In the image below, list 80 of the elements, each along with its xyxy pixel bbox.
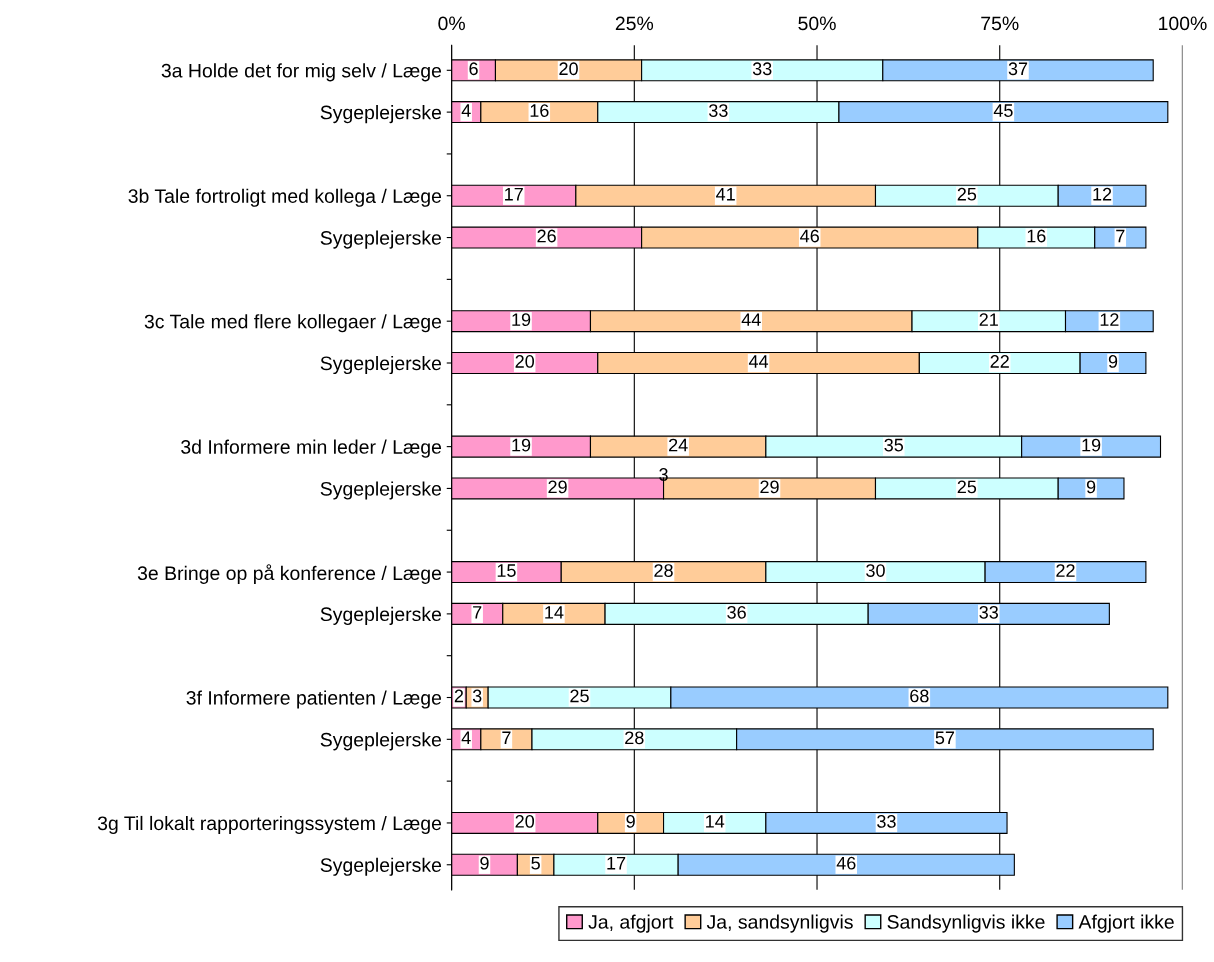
data-label: 45 (993, 104, 1013, 117)
data-label: 3 (472, 689, 482, 703)
data-label: 25 (570, 689, 589, 703)
data-label: 14 (706, 815, 725, 828)
data-label: 14 (545, 606, 564, 619)
data-label: 57 (935, 731, 955, 745)
data-label: 7 (502, 731, 511, 744)
data-label: 21 (979, 313, 998, 326)
data-label: 25 (957, 480, 977, 494)
x-tick-label: 50% (798, 16, 836, 31)
data-label: 33 (979, 605, 999, 619)
data-label: 9 (480, 856, 489, 870)
data-label: 17 (607, 857, 626, 870)
data-label: 28 (625, 731, 644, 745)
data-label: 29 (760, 480, 779, 494)
data-label: 24 (669, 438, 688, 452)
data-label: 36 (727, 605, 746, 619)
data-label: 28 (654, 564, 673, 577)
data-label: 19 (512, 313, 531, 327)
annotation: 3 (659, 468, 668, 481)
data-label: 16 (1027, 229, 1046, 243)
data-label: 4 (461, 104, 471, 117)
legend-label: Ja, afgjort (588, 914, 674, 933)
y-tick-label: Sygeplejerske (320, 857, 442, 876)
data-label: 37 (1008, 62, 1028, 76)
x-tick-label: 75% (981, 16, 1019, 31)
data-label: 68 (910, 689, 929, 703)
data-label: 2 (454, 689, 464, 703)
legend-label: Sandsynligvis ikke (887, 914, 1045, 933)
y-tick-label: 3a Holde det for mig selv / Læge (161, 63, 442, 82)
data-label: 9 (1108, 355, 1118, 368)
y-tick-label: Sygeplejerske (320, 105, 442, 124)
y-tick-label: Sygeplejerske (320, 481, 442, 500)
legend-label: Afgjort ikke (1078, 914, 1174, 933)
legend-label: Ja, sandsynligvis (706, 914, 853, 933)
y-tick-label: 3c Tale med flere kollegaer / Læge (144, 314, 442, 333)
y-tick-label: Sygeplejerske (320, 355, 442, 375)
data-label: 22 (990, 355, 1009, 368)
data-label: 17 (505, 187, 523, 201)
data-label: 33 (752, 62, 772, 76)
data-label: 26 (537, 229, 556, 243)
data-label: 19 (1082, 438, 1101, 452)
data-label: 44 (741, 313, 761, 326)
data-label: 20 (515, 355, 535, 368)
data-label: 33 (709, 104, 728, 117)
data-label: 41 (716, 187, 735, 201)
data-label: 19 (512, 438, 531, 452)
x-tick-label: 0% (438, 16, 465, 31)
data-label: 6 (469, 62, 478, 76)
data-label: 16 (530, 104, 549, 117)
x-tick-label: 100% (1159, 16, 1207, 31)
data-label: 33 (877, 815, 896, 828)
data-label: 12 (1100, 313, 1119, 326)
data-label: 46 (800, 229, 819, 243)
y-tick-label: Sygeplejerske (320, 230, 442, 249)
data-label: 9 (626, 815, 635, 828)
data-label: 5 (531, 857, 540, 870)
data-label: 30 (866, 564, 885, 577)
data-label: 7 (473, 606, 482, 619)
x-tick-label: 25% (615, 16, 654, 31)
data-label: 12 (1093, 187, 1112, 201)
data-label: 44 (748, 355, 769, 368)
data-label: 25 (957, 187, 977, 201)
data-label: 22 (1056, 564, 1075, 577)
data-label: 7 (1116, 229, 1125, 243)
data-label: 46 (836, 856, 856, 870)
data-label: 35 (884, 438, 904, 452)
y-tick-label: 3b Tale fortroligt med kollega / Læge (128, 188, 442, 207)
y-tick-label: 3g Til lokalt rapporteringssystem / Læge (97, 815, 442, 835)
y-tick-label: Sygeplejerske (320, 606, 442, 625)
y-tick-label: 3e Bringe op på konference / Læge (137, 564, 442, 584)
data-label: 20 (559, 62, 578, 76)
data-label: 4 (461, 731, 471, 744)
data-label: 15 (497, 564, 516, 577)
y-tick-label: 3d Informere min leder / Læge (181, 439, 442, 458)
y-tick-label: 3f Informere patienten / Læge (186, 690, 442, 709)
data-label: 9 (1086, 480, 1096, 494)
data-label: 29 (548, 480, 567, 494)
y-tick-label: Sygeplejerske (320, 732, 442, 751)
data-label: 20 (515, 815, 535, 828)
